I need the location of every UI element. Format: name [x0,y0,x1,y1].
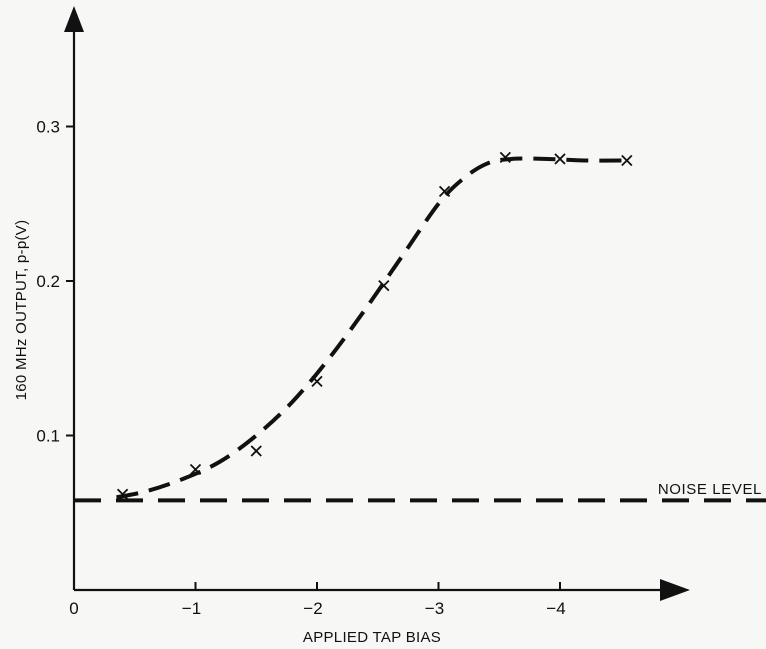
y-axis-title: 160 MHz OUTPUT, p-p(V) [13,220,30,401]
x-tick-label: −1 [182,599,201,618]
x-tick-label: 0 [69,599,78,618]
x-tick-label: −2 [303,599,322,618]
y-tick-label: 0.2 [36,272,60,291]
x-axis [74,579,690,601]
x-ticks: 0 −1 −2 −3 −4 [69,582,566,618]
data-point-marker [621,154,633,167]
x-tick-label: −3 [425,599,444,618]
fitted-curve [116,156,627,500]
y-tick-label: 0.3 [36,118,60,137]
y-axis [64,6,84,590]
y-ticks: 0.1 0.2 0.3 [36,118,74,446]
data-markers [116,151,633,500]
y-axis-arrow [64,6,84,32]
noise-level-label: NOISE LEVEL [658,481,762,498]
data-point-marker [311,375,323,388]
data-point-marker [499,151,511,164]
x-axis-title: APPLIED TAP BIAS [303,629,441,646]
data-point-marker [378,279,390,292]
data-point-marker [554,153,566,165]
data-point-marker [250,445,262,457]
data-point-marker [438,185,451,198]
x-tick-label: −4 [546,599,565,618]
data-point-marker [116,488,129,500]
y-tick-label: 0.1 [36,427,60,446]
data-point-marker [189,463,202,476]
x-axis-arrow [660,579,690,601]
